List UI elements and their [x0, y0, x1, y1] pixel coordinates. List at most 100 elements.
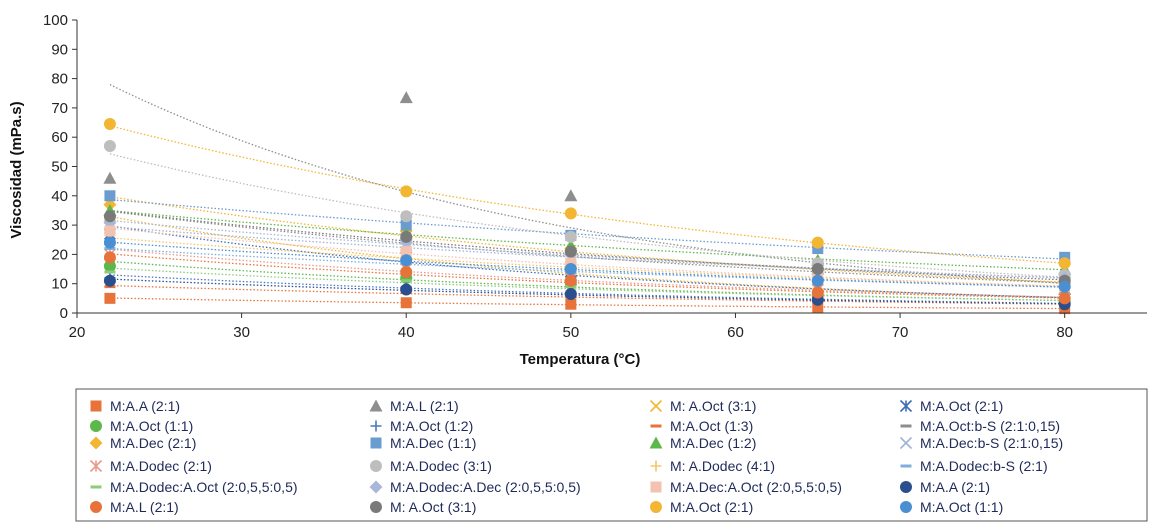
- data-point: [811, 236, 824, 249]
- legend-label: M: A.Dodec (4:1): [670, 458, 775, 474]
- data-point: [104, 270, 116, 274]
- trendline: [109, 153, 1065, 278]
- trendline: [109, 237, 1065, 287]
- legend-label: M:A.L (2:1): [390, 398, 459, 414]
- data-point: [400, 279, 412, 283]
- data-point: [400, 265, 413, 278]
- series-points: [104, 214, 1071, 286]
- data-point: [400, 283, 413, 296]
- legend-item: M:A.Oct:b-S (2:1:0,15): [900, 418, 1060, 434]
- legend-label: M: A.Oct (3:1): [390, 499, 476, 515]
- series-points: [103, 215, 1072, 285]
- y-tick-label: 100: [43, 12, 68, 29]
- data-point: [400, 245, 412, 257]
- legend-label: M:A.Dec (2:1): [110, 435, 196, 451]
- data-point: [90, 501, 102, 513]
- trendline: [109, 195, 1065, 283]
- data-point: [104, 190, 116, 202]
- data-point: [89, 459, 103, 473]
- data-point: [564, 287, 577, 300]
- legend-label: M:A.Oct (1:3): [670, 418, 753, 434]
- trendline: [109, 84, 1065, 285]
- data-point: [369, 480, 383, 494]
- legend-label: M:A.Oct (1:2): [390, 418, 473, 434]
- y-tick-label: 50: [51, 159, 68, 176]
- data-point: [1058, 280, 1071, 293]
- legend-item: M:A.Dodec (3:1): [370, 458, 492, 474]
- data-point: [370, 437, 382, 449]
- data-point: [89, 436, 103, 450]
- legend-item: M:A.L (2:1): [369, 398, 459, 414]
- data-point: [650, 481, 662, 493]
- series-points: [103, 210, 1071, 287]
- legend-label: M:A.Dodec (2:1): [110, 458, 212, 474]
- data-point: [103, 260, 116, 273]
- series-points: [103, 91, 1072, 296]
- data-point: [900, 481, 912, 493]
- x-tick-label: 60: [727, 324, 744, 341]
- legend-label: M:A.Oct (2:1): [670, 499, 753, 515]
- data-point: [104, 225, 116, 237]
- legend-item: M: A.Dodec (4:1): [650, 458, 775, 474]
- data-point: [400, 254, 413, 267]
- data-point: [103, 118, 116, 131]
- trendline: [109, 210, 1065, 281]
- data-point: [103, 274, 116, 287]
- legend-label: M:A.L (2:1): [110, 499, 179, 515]
- legend-label: M:A.A (2:1): [920, 479, 990, 495]
- trendline: [109, 219, 1065, 279]
- legend-label: M:A.Dodec:A.Oct (2:0,5,5:0,5): [110, 479, 298, 495]
- data-point: [103, 251, 116, 264]
- y-tick-label: 0: [60, 305, 68, 322]
- data-point: [564, 274, 577, 287]
- data-point: [90, 485, 102, 489]
- legend-label: M:A.Dec:A.Oct (2:0,5,5:0,5): [670, 479, 842, 495]
- trendline: [109, 198, 1065, 260]
- data-point: [400, 185, 413, 198]
- trendline: [109, 297, 1065, 310]
- y-axis-title: Viscosidad (mPa.s): [8, 101, 25, 238]
- data-point: [900, 464, 912, 468]
- data-point: [1058, 292, 1071, 305]
- data-point: [370, 420, 382, 432]
- y-tick-label: 10: [51, 276, 68, 293]
- data-point: [90, 420, 102, 432]
- y-tick-label: 80: [51, 71, 68, 88]
- data-point: [811, 274, 824, 287]
- data-point: [564, 245, 577, 258]
- legend-item: M:A.Oct (1:1): [90, 418, 193, 434]
- series-points: [103, 236, 1071, 293]
- y-tick-label: 90: [51, 41, 68, 58]
- legend-item: M:A.Oct (1:2): [370, 418, 473, 434]
- data-point: [649, 399, 663, 413]
- legend-label: M:A.Oct (2:1): [920, 398, 1003, 414]
- data-point: [564, 263, 577, 276]
- legend-item: M:A.Oct (2:1): [899, 398, 1003, 414]
- series-points: [103, 139, 1071, 281]
- data-point: [899, 436, 913, 450]
- legend-item: M:A.A (2:1): [900, 479, 990, 495]
- data-point: [369, 399, 383, 412]
- legend-item: M:A.Dec (2:1): [89, 435, 196, 451]
- data-point: [400, 230, 413, 243]
- y-tick-label: 30: [51, 217, 68, 234]
- x-tick-label: 80: [1056, 324, 1073, 341]
- x-tick-label: 30: [233, 324, 250, 341]
- legend-item: M:A.A (2:1): [90, 398, 180, 414]
- legend-item: M: A.Oct (3:1): [370, 499, 476, 515]
- legend-item: M:A.Oct (1:3): [650, 418, 753, 434]
- legend-label: M:A.Dec (1:2): [670, 435, 756, 451]
- data-point: [103, 210, 116, 223]
- series-points: [104, 292, 1071, 315]
- x-tick-label: 20: [69, 324, 86, 341]
- legend-item: M:A.Oct (1:1): [900, 499, 1003, 515]
- legend-label: M:A.Dodec (3:1): [390, 458, 492, 474]
- legend-label: M:A.Dec (1:1): [390, 435, 476, 451]
- legend-item: M:A.Dodec:A.Dec (2:0,5,5:0,5): [369, 479, 581, 495]
- legend-label: M:A.Oct:b-S (2:1:0,15): [920, 418, 1060, 434]
- legend-item: M:A.Oct (2:1): [650, 499, 753, 515]
- y-tick-label: 20: [51, 246, 68, 263]
- trendline: [109, 215, 1065, 299]
- legend-label: M: A.Oct (3:1): [670, 398, 756, 414]
